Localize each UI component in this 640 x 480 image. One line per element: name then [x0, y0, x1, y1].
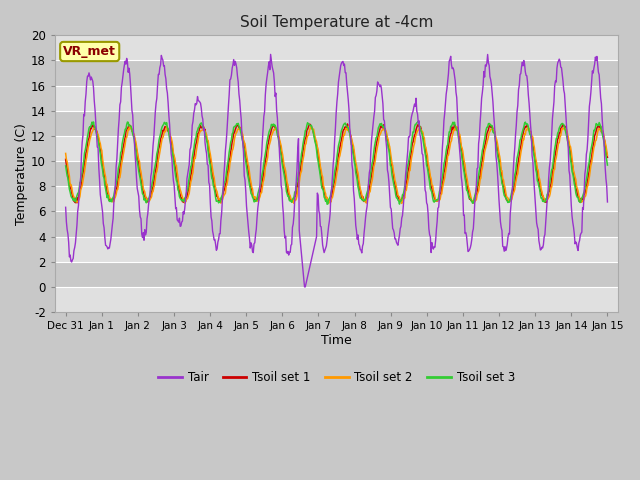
- Bar: [55, 287, 618, 312]
- Legend: Tair, Tsoil set 1, Tsoil set 2, Tsoil set 3: Tair, Tsoil set 1, Tsoil set 2, Tsoil se…: [154, 367, 520, 389]
- Bar: [55, 262, 618, 287]
- Bar: [55, 85, 618, 111]
- Bar: [55, 186, 618, 211]
- Bar: [55, 60, 618, 85]
- Bar: [55, 161, 618, 186]
- Bar: [55, 211, 618, 237]
- Bar: [55, 36, 618, 60]
- Bar: [55, 237, 618, 262]
- Text: VR_met: VR_met: [63, 45, 116, 58]
- Title: Soil Temperature at -4cm: Soil Temperature at -4cm: [240, 15, 433, 30]
- Bar: [55, 136, 618, 161]
- X-axis label: Time: Time: [321, 334, 352, 347]
- Y-axis label: Temperature (C): Temperature (C): [15, 123, 28, 225]
- Bar: [55, 111, 618, 136]
